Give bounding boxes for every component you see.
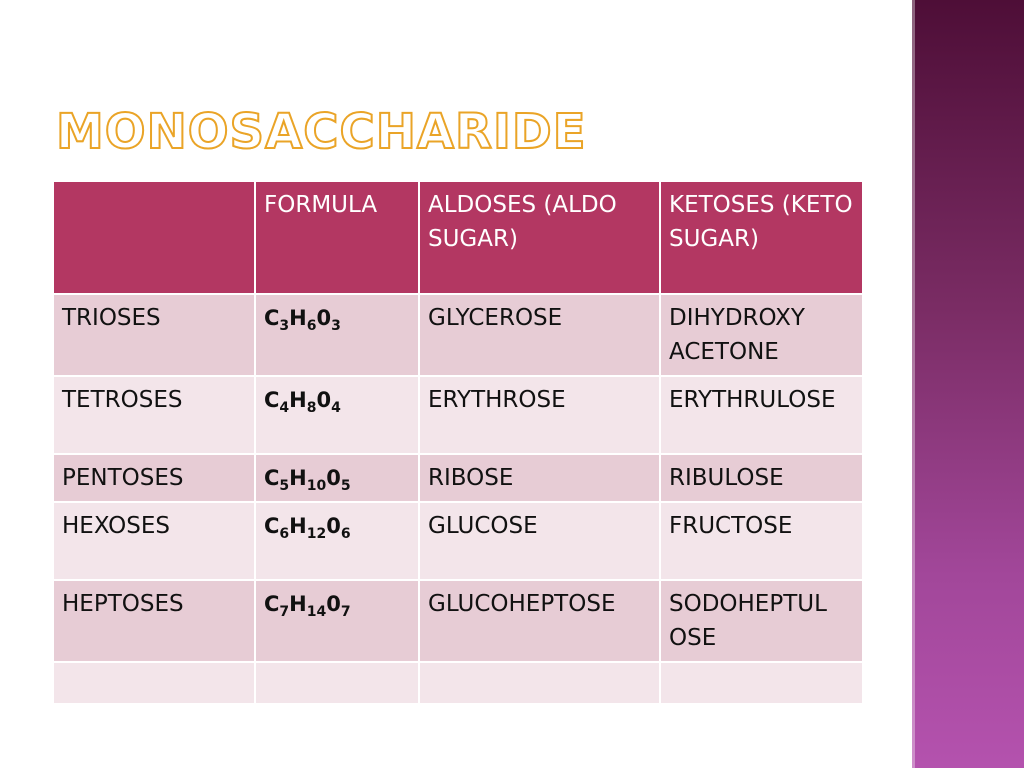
table-header-row: FORMULA ALDOSES (ALDO SUGAR) KETOSES (KE… [52, 180, 864, 295]
sugar-class-cell: PENTOSES [52, 453, 256, 503]
formula-h-count: 10 [306, 478, 327, 494]
formula-cell: C4H804 [254, 375, 420, 455]
formula-cell: C3H603 [254, 293, 420, 377]
formula: C4H804 [264, 388, 341, 415]
formula-h-count: 14 [306, 604, 327, 620]
formula-h: H [289, 388, 307, 412]
ketose-cell: RIBULOSE [659, 453, 864, 503]
slide-title: MONOSACCHARIDE [55, 103, 587, 161]
formula-c-count: 5 [279, 478, 290, 494]
formula-c: C [264, 514, 280, 538]
ketose-cell: DIHYDROXY ACETONE [659, 293, 864, 377]
formula-c-count: 3 [279, 318, 290, 334]
formula-o: 0 [316, 388, 332, 412]
formula-h-count: 12 [306, 526, 327, 542]
aldose-cell: RIBOSE [418, 453, 661, 503]
formula-o: 0 [316, 306, 332, 330]
formula-o-count: 5 [340, 478, 351, 494]
aldose-cell: GLUCOSE [418, 501, 661, 581]
formula-o-count: 7 [340, 604, 351, 620]
aldose-cell: GLUCOHEPTOSE [418, 579, 661, 663]
ketose-cell [659, 661, 864, 705]
formula-h: H [289, 514, 307, 538]
formula-cell: C5H1005 [254, 453, 420, 503]
ketose-cell: SODOHEPTUL OSE [659, 579, 864, 663]
sugar-class-cell: TETROSES [52, 375, 256, 455]
sugar-class-cell: TRIOSES [52, 293, 256, 377]
formula: C7H1407 [264, 592, 351, 619]
table-row: HEXOSES C6H1206 GLUCOSE FRUCTOSE [52, 501, 864, 581]
formula-cell: C6H1206 [254, 501, 420, 581]
table-row: TRIOSES C3H603 GLYCEROSE DIHYDROXY ACETO… [52, 293, 864, 377]
sugar-class-cell: HEPTOSES [52, 579, 256, 663]
table-row: HEPTOSES C7H1407 GLUCOHEPTOSE SODOHEPTUL… [52, 579, 864, 663]
formula-o-count: 4 [331, 400, 341, 416]
sugar-class-cell: HEXOSES [52, 501, 256, 581]
table-row: TETROSES C4H804 ERYTHROSE ERYTHRULOSE [52, 375, 864, 455]
formula-c-count: 6 [279, 526, 290, 542]
formula-o-count: 6 [340, 526, 351, 542]
header-cell-formula: FORMULA [254, 180, 420, 295]
formula-h-count: 8 [306, 400, 317, 416]
aldose-cell: ERYTHROSE [418, 375, 661, 455]
formula-cell: C7H1407 [254, 579, 420, 663]
decorative-side-band [912, 0, 1024, 768]
formula-h-count: 6 [306, 318, 317, 334]
formula-c: C [264, 466, 280, 490]
formula: C5H1005 [264, 466, 351, 493]
formula-h: H [289, 306, 307, 330]
formula-cell [254, 661, 420, 705]
formula-c: C [264, 306, 280, 330]
formula-c: C [264, 388, 280, 412]
formula-o: 0 [326, 592, 341, 616]
table-row [52, 661, 864, 705]
table-row: PENTOSES C5H1005 RIBOSE RIBULOSE [52, 453, 864, 503]
ketose-cell: ERYTHRULOSE [659, 375, 864, 455]
sugar-class-cell [52, 661, 256, 705]
formula: C6H1206 [264, 514, 351, 541]
formula-o: 0 [326, 466, 341, 490]
ketose-cell: FRUCTOSE [659, 501, 864, 581]
formula: C3H603 [264, 306, 341, 333]
formula-o: 0 [326, 514, 341, 538]
aldose-cell [418, 661, 661, 705]
formula-h: H [289, 592, 307, 616]
formula-h: H [289, 466, 307, 490]
header-cell-ketoses: KETOSES (KETO SUGAR) [659, 180, 864, 295]
formula-o-count: 3 [331, 318, 341, 334]
formula-c-count: 7 [279, 604, 290, 620]
header-cell-aldoses: ALDOSES (ALDO SUGAR) [418, 180, 661, 295]
monosaccharide-table: FORMULA ALDOSES (ALDO SUGAR) KETOSES (KE… [52, 180, 864, 705]
formula-c-count: 4 [279, 400, 290, 416]
formula-c: C [264, 592, 280, 616]
header-cell-empty [52, 180, 256, 295]
aldose-cell: GLYCEROSE [418, 293, 661, 377]
